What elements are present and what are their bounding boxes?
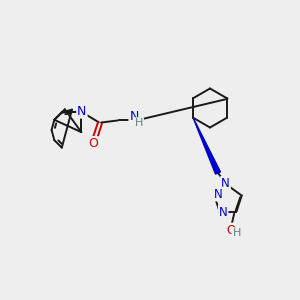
Text: N: N [219, 206, 227, 219]
Text: H: H [232, 228, 241, 238]
Text: N: N [77, 105, 87, 118]
Text: H: H [135, 118, 143, 128]
Text: N: N [221, 177, 230, 190]
Text: O: O [88, 137, 98, 150]
Text: N: N [129, 110, 139, 123]
Text: N: N [214, 188, 222, 201]
Polygon shape [193, 118, 220, 174]
Text: O: O [226, 224, 235, 237]
